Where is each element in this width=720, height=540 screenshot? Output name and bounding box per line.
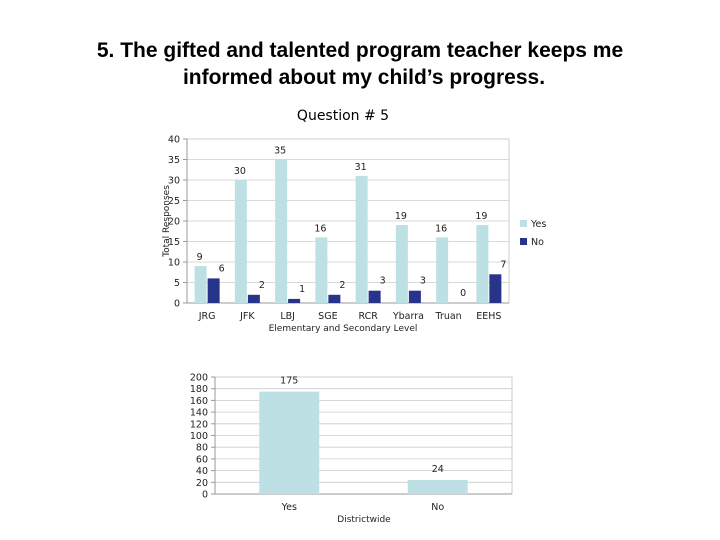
chart1-xlabel: Elementary and Secondary Level (269, 324, 418, 334)
chart1-legend-label-yes: Yes (530, 219, 546, 230)
chart1-ytick-label: 5 (174, 278, 180, 289)
chart1-data-label-yes: 31 (355, 162, 367, 173)
chart1-data-label-yes: 9 (197, 252, 203, 263)
chart1-data-label-no: 3 (420, 276, 426, 287)
chart2-category-label: No (431, 502, 444, 513)
chart1-category-label: SGE (318, 311, 337, 322)
chart1-data-label-no: 6 (219, 263, 225, 274)
slide-title: 5. The gifted and talented program teach… (0, 38, 720, 92)
chart2-ytick-label: 180 (190, 384, 208, 395)
chart1-data-label-yes: 19 (475, 211, 487, 222)
chart1-category-label: EEHS (476, 311, 501, 322)
chart1-data-label-no: 1 (299, 284, 305, 295)
chart2-ytick-label: 0 (202, 490, 208, 501)
slide-title-line1: 5. The gifted and talented program teach… (96, 39, 624, 62)
chart1-category-label: JRG (198, 311, 216, 322)
chart1-category-label: Ybarra (392, 311, 424, 322)
chart1-bar-no (368, 290, 381, 303)
chart1-data-label-no: 3 (380, 276, 386, 287)
chart1-bar-yes (315, 237, 328, 303)
chart1-data-label-yes: 30 (234, 166, 246, 177)
chart1-ytick-label: 30 (168, 176, 180, 187)
chart1-data-label-no: 2 (259, 280, 265, 291)
chart1-ylabel: Total Responses (162, 185, 172, 258)
chart1-category-label: RCR (358, 311, 378, 322)
chart1-bar-yes (355, 175, 368, 303)
chart2-ytick-label: 100 (190, 431, 208, 442)
chart1-data-label-yes: 16 (435, 223, 447, 234)
chart2-ytick-label: 140 (190, 408, 208, 419)
chart1-ytick-label: 40 (168, 135, 180, 146)
chart1-bar-no (328, 294, 341, 303)
chart1-ytick-label: 25 (168, 196, 180, 207)
chart2-category-label: Yes (281, 502, 297, 513)
chart1-category-label: Truan (435, 311, 462, 322)
chart1-data-label-no: 7 (500, 259, 506, 270)
slide-title-line2: informed about my child’s progress. (182, 65, 546, 89)
chart1-data-label-yes: 19 (395, 211, 407, 222)
chart2-ytick-label: 80 (196, 443, 208, 454)
chart1-ytick-label: 20 (168, 217, 180, 228)
chart1-category-label: JFK (239, 311, 255, 322)
chart2-bar (259, 391, 320, 494)
chart1-ytick-label: 0 (174, 299, 180, 310)
chart1-data-label-yes: 35 (274, 146, 286, 157)
chart2-data-label: 24 (432, 464, 444, 475)
chart1-ytick-label: 15 (168, 237, 180, 248)
chart2-ytick-label: 160 (190, 396, 208, 407)
chart1-category-label: LBJ (280, 311, 295, 322)
chart1-bar-yes (436, 237, 449, 303)
chart2-ytick-label: 200 (190, 373, 208, 384)
chart2-ytick-label: 20 (196, 478, 208, 489)
chart1-legend-label-no: No (531, 237, 544, 248)
chart1-data-label-no: 2 (339, 280, 345, 291)
chart1-bar-yes (275, 159, 288, 303)
chart1-ytick-label: 35 (168, 155, 180, 166)
chart1-bar-yes (476, 225, 489, 303)
chart2-bar (407, 479, 468, 494)
chart1-bar-no (207, 278, 220, 303)
chart1-legend-swatch-no (520, 238, 527, 245)
chart1-bar-yes (194, 266, 207, 303)
chart1-data-label-no: 0 (460, 288, 466, 299)
chart2-ytick-label: 40 (196, 466, 208, 477)
chart1-data-label-yes: 16 (314, 223, 326, 234)
chart2-ytick-label: 120 (190, 419, 208, 430)
chart1-bar-no (288, 298, 301, 303)
chart2-ytick-label: 60 (196, 454, 208, 465)
chart2-data-label: 175 (280, 376, 298, 387)
chart1-bar-no (489, 274, 502, 303)
chart1-ytick-label: 10 (168, 258, 180, 269)
chart1-legend-swatch-yes (520, 220, 527, 227)
chart1-title: Question # 5 (297, 108, 389, 124)
chart1-bar-no (247, 294, 260, 303)
chart2-xlabel: Districtwide (337, 515, 391, 525)
chart1-bar-yes (234, 180, 247, 303)
chart1-bar-yes (395, 225, 408, 303)
chart1-bar-no (408, 290, 421, 303)
